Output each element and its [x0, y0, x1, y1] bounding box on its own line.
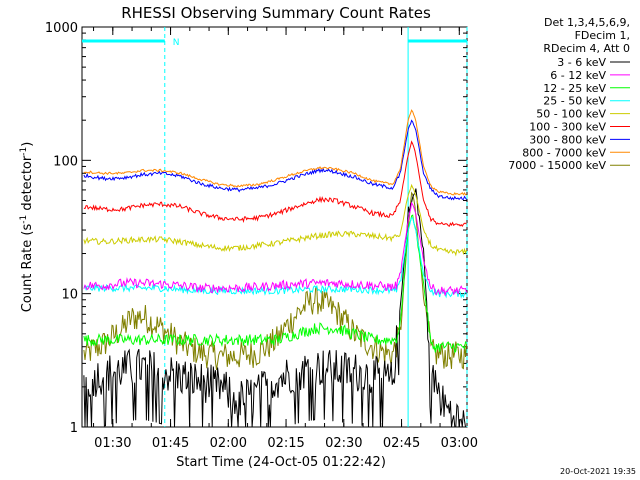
- x-tick-label: 02:15: [267, 436, 304, 451]
- series-line: [83, 109, 467, 196]
- x-tick-label: 02:00: [210, 436, 247, 451]
- legend-entry-label: 3 - 6 keV: [557, 56, 606, 69]
- y-tick-label: 10: [61, 288, 78, 303]
- print-timestamp: 20-Oct-2021 19:35: [560, 467, 636, 476]
- legend-entry-label: 6 - 12 keV: [550, 69, 606, 82]
- series-line: [83, 201, 468, 296]
- observing-markers: N: [82, 27, 468, 427]
- series-line: [83, 217, 467, 299]
- legend-header-line-3: RDecim 4, Att 0: [543, 42, 630, 55]
- series-line: [83, 140, 467, 227]
- y-tick-label: 100: [53, 154, 78, 169]
- legend-header-line-2: FDecim 1,: [575, 29, 630, 42]
- series-lines: [83, 109, 468, 428]
- x-tick-labels: 01:30 01:45 02:00 02:15 02:30 02:45 03:00: [94, 436, 478, 451]
- chart-title: RHESSI Observing Summary Count Rates: [121, 4, 431, 22]
- legend-entry-label: 50 - 100 keV: [536, 108, 606, 121]
- legend-entry-label: 300 - 800 keV: [529, 133, 606, 146]
- y-axis-label: Count Rate (s-1 detector-1): [19, 142, 35, 313]
- series-line: [83, 183, 468, 257]
- series-line: [83, 188, 467, 428]
- y-tick-labels: 1 10 100 1000: [45, 21, 78, 436]
- x-axis-label: Start Time (24-Oct-05 01:22:42): [176, 455, 386, 470]
- legend-header-line-1: Det 1,3,4,5,6,9,: [544, 16, 630, 29]
- series-line: [83, 119, 468, 201]
- y-axis-label-part1: Count Rate (s: [20, 224, 35, 313]
- x-tick-label: 01:30: [94, 436, 131, 451]
- y-axis-label-sup1: -1: [19, 215, 29, 224]
- legend-entry-label: 25 - 50 keV: [543, 95, 606, 108]
- legend: Det 1,3,4,5,6,9, FDecim 1, RDecim 4, Att…: [508, 16, 630, 172]
- legend-entry-label: 800 - 7000 keV: [522, 146, 606, 159]
- y-axis-label-sup2: -1: [19, 147, 29, 156]
- x-tick-label: 02:30: [325, 436, 362, 451]
- y-tick-label: 1: [70, 421, 78, 436]
- x-tick-label: 02:45: [383, 436, 420, 451]
- y-tick-label: 1000: [45, 21, 78, 36]
- legend-entry-label: 12 - 25 keV: [543, 82, 606, 95]
- x-tick-label: 03:00: [441, 436, 478, 451]
- y-axis-label-part3: ): [20, 142, 35, 147]
- night-label: N: [173, 38, 180, 48]
- x-tick-label: 01:45: [152, 436, 189, 451]
- legend-entry-label: 100 - 300 keV: [529, 121, 606, 134]
- y-axis-label-part2: detector: [20, 155, 35, 215]
- legend-entry-label: 7000 - 15000 keV: [508, 159, 606, 172]
- series-line: [83, 191, 468, 370]
- series-line: [83, 214, 468, 354]
- axis-ticks: [82, 26, 467, 428]
